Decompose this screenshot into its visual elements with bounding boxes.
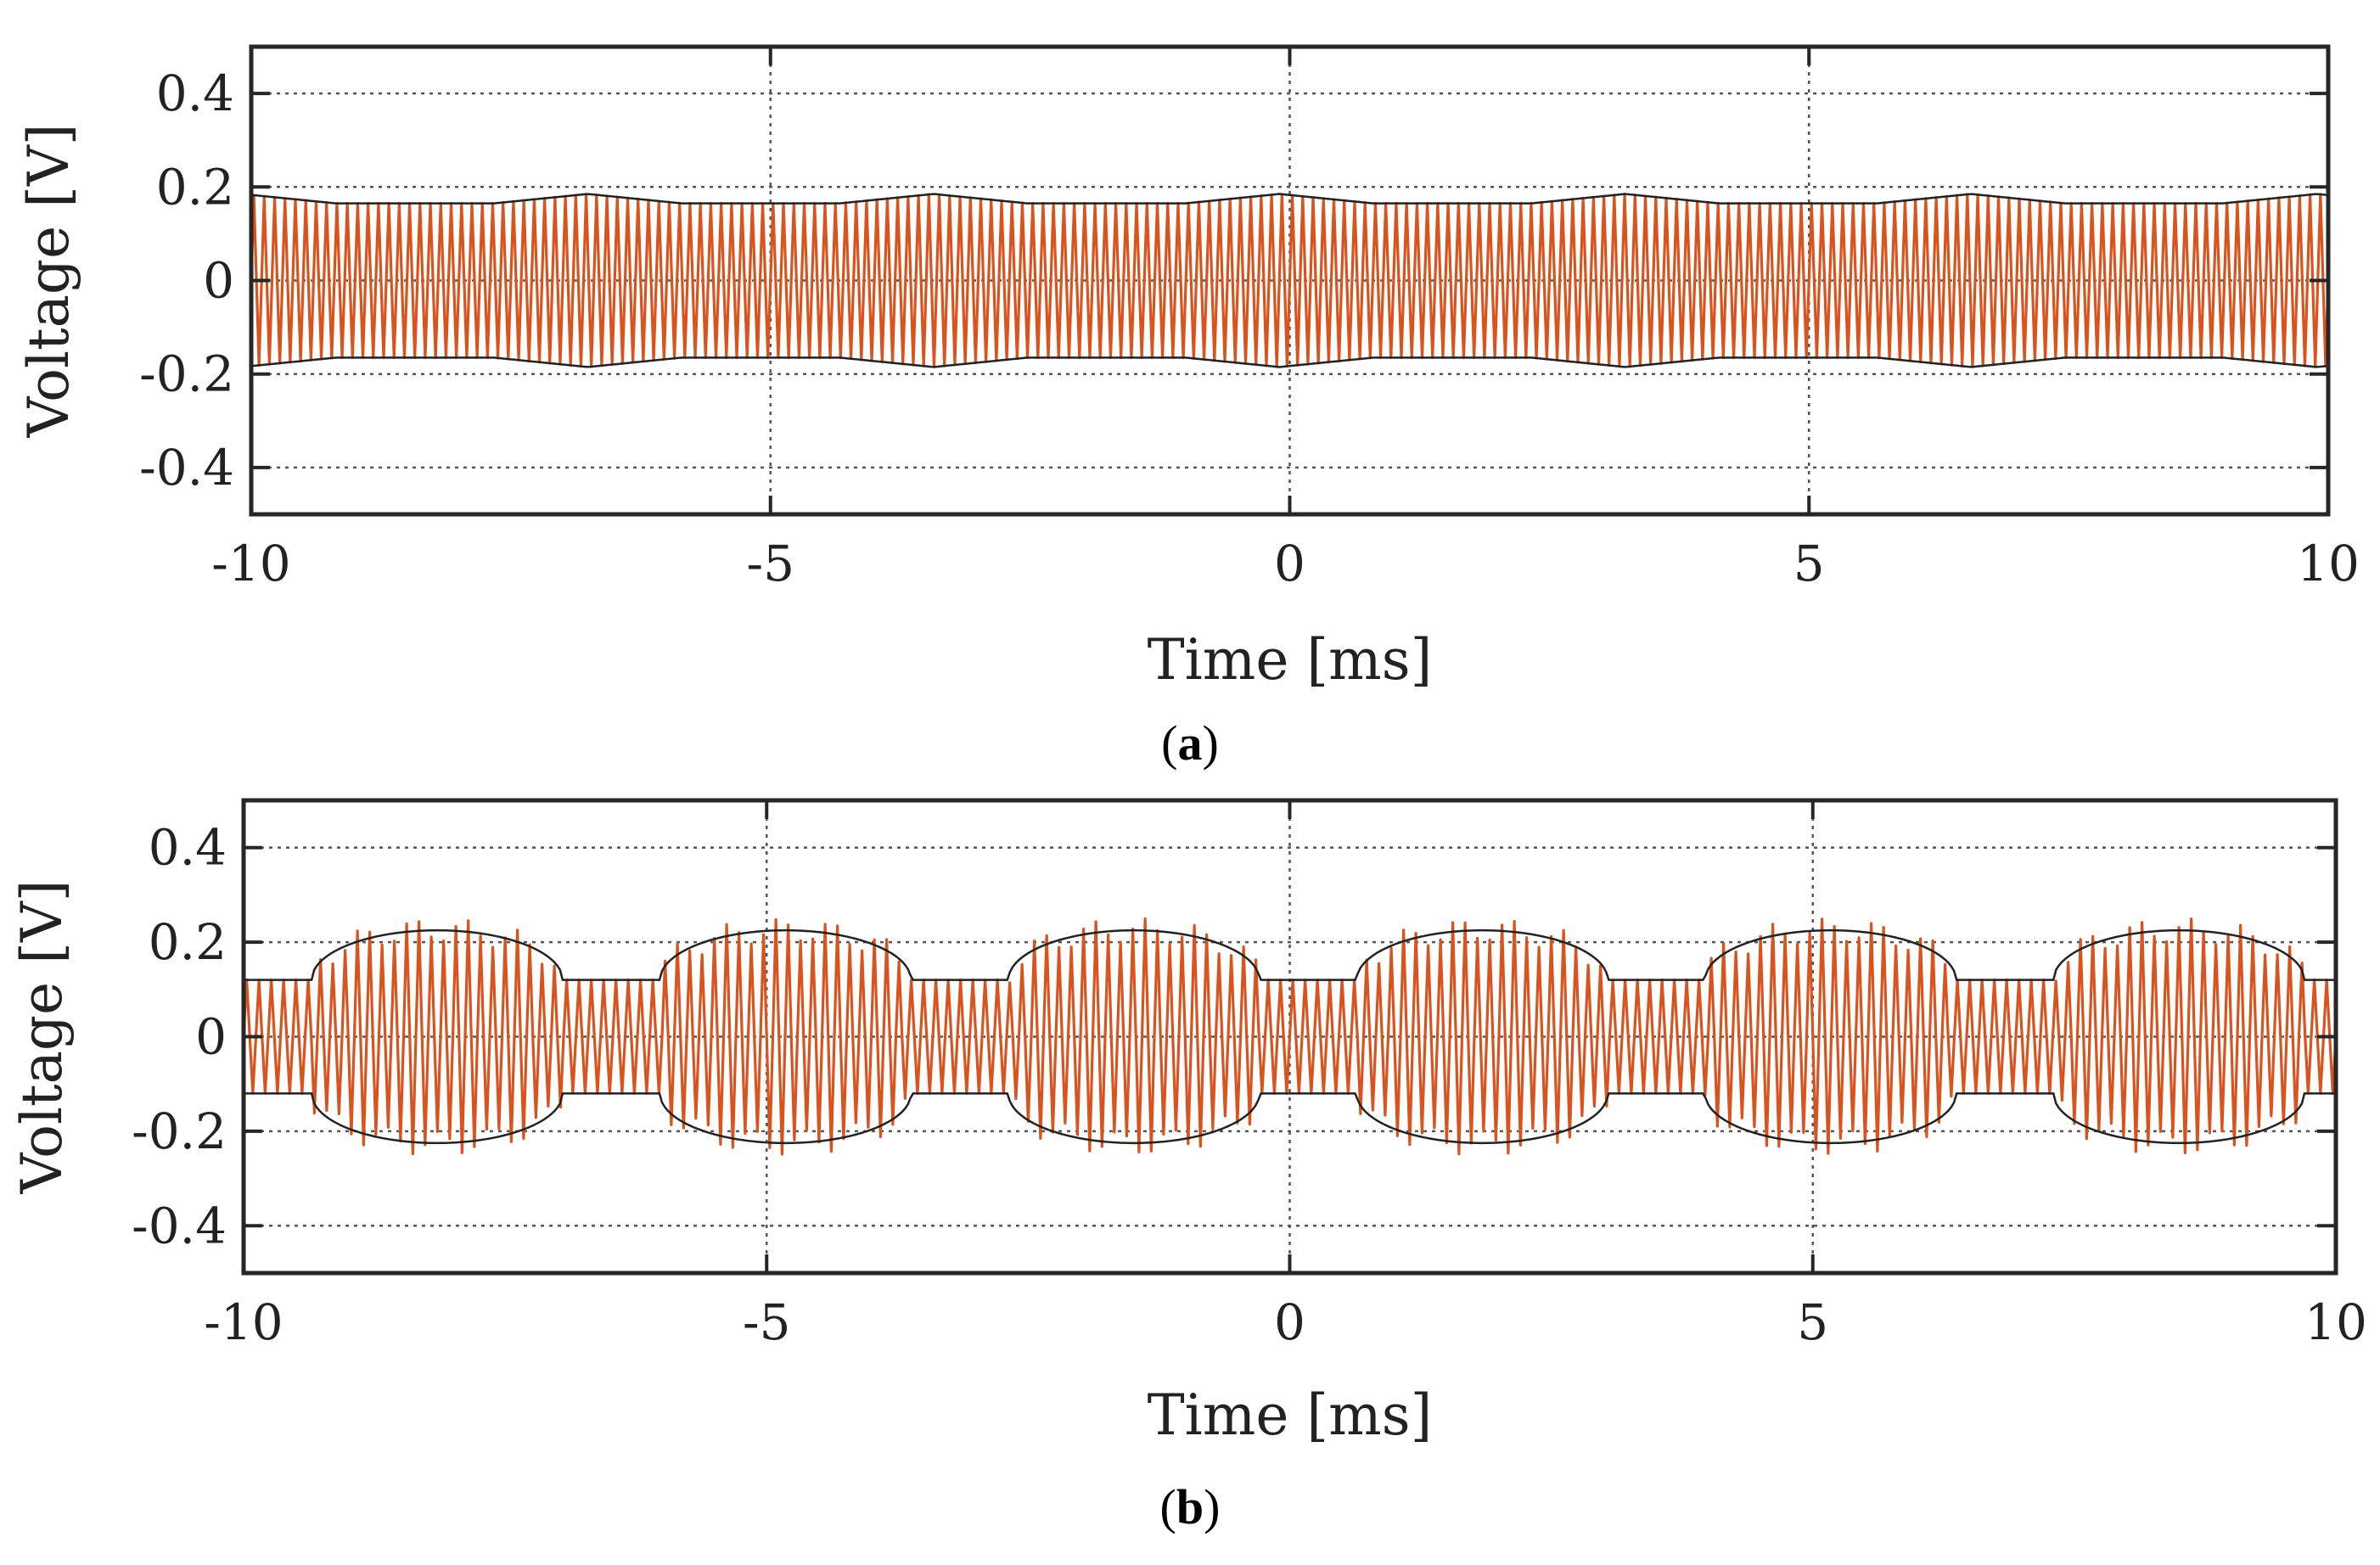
y-tick-label: -0.2 <box>139 345 234 403</box>
panel-a: -10 -5 0 5 10 0.4 0.2 0 -0.2 -0.4 Time [ms] Voltage… <box>16 44 2360 771</box>
y-tick-label: -0.4 <box>132 1197 227 1254</box>
envelope-lower <box>250 356 2329 368</box>
x-tick-label: 5 <box>1793 535 1825 592</box>
y-axis-label: Voltage [V] <box>9 880 75 1195</box>
x-axis-label: Time [ms] <box>1148 1383 1433 1448</box>
x-tick-label: 0 <box>1274 1293 1305 1351</box>
caption-letter: a <box>1178 715 1203 771</box>
y-tick-label: 0.4 <box>156 65 234 122</box>
panel-caption: (a) <box>1161 715 1219 771</box>
x-tick-label: 10 <box>2297 535 2360 592</box>
envelope-upper <box>250 193 2329 205</box>
y-axis-label: Voltage [V] <box>16 124 81 439</box>
caption-open-paren: ( <box>1161 715 1177 771</box>
y-tick-label: 0 <box>203 252 234 310</box>
x-tick-label: -5 <box>747 535 795 592</box>
caption-close-paren: ) <box>1204 1479 1220 1534</box>
caption-close-paren: ) <box>1203 715 1219 771</box>
x-tick-label: 0 <box>1274 535 1305 592</box>
caption-open-paren: ( <box>1160 1479 1176 1534</box>
y-tick-label: -0.2 <box>132 1102 227 1160</box>
x-tick-label: 5 <box>1797 1293 1828 1351</box>
y-tick-label: 0.4 <box>149 819 227 877</box>
panel-caption: (b) <box>1160 1479 1221 1534</box>
x-axis-label: Time [ms] <box>1148 627 1433 693</box>
panel-b: -10 -5 0 5 10 0.4 0.2 0 -0.2 -0.4 Time [ms] Voltage… <box>9 798 2367 1534</box>
signal-series <box>250 193 2330 368</box>
x-tick-label: 10 <box>2304 1293 2367 1351</box>
x-tick-label: -5 <box>743 1293 791 1351</box>
envelope-lower <box>244 1092 2336 1145</box>
signal-series <box>242 917 2338 1156</box>
envelope-upper <box>244 928 2336 981</box>
y-tick-label: 0 <box>195 1008 227 1066</box>
y-tick-label: 0.2 <box>156 158 234 216</box>
x-tick-label: -10 <box>204 1293 283 1351</box>
y-tick-label: 0.2 <box>149 913 227 971</box>
x-tick-label: -10 <box>211 535 290 592</box>
caption-letter: b <box>1176 1479 1204 1534</box>
y-tick-label: -0.4 <box>139 439 234 496</box>
